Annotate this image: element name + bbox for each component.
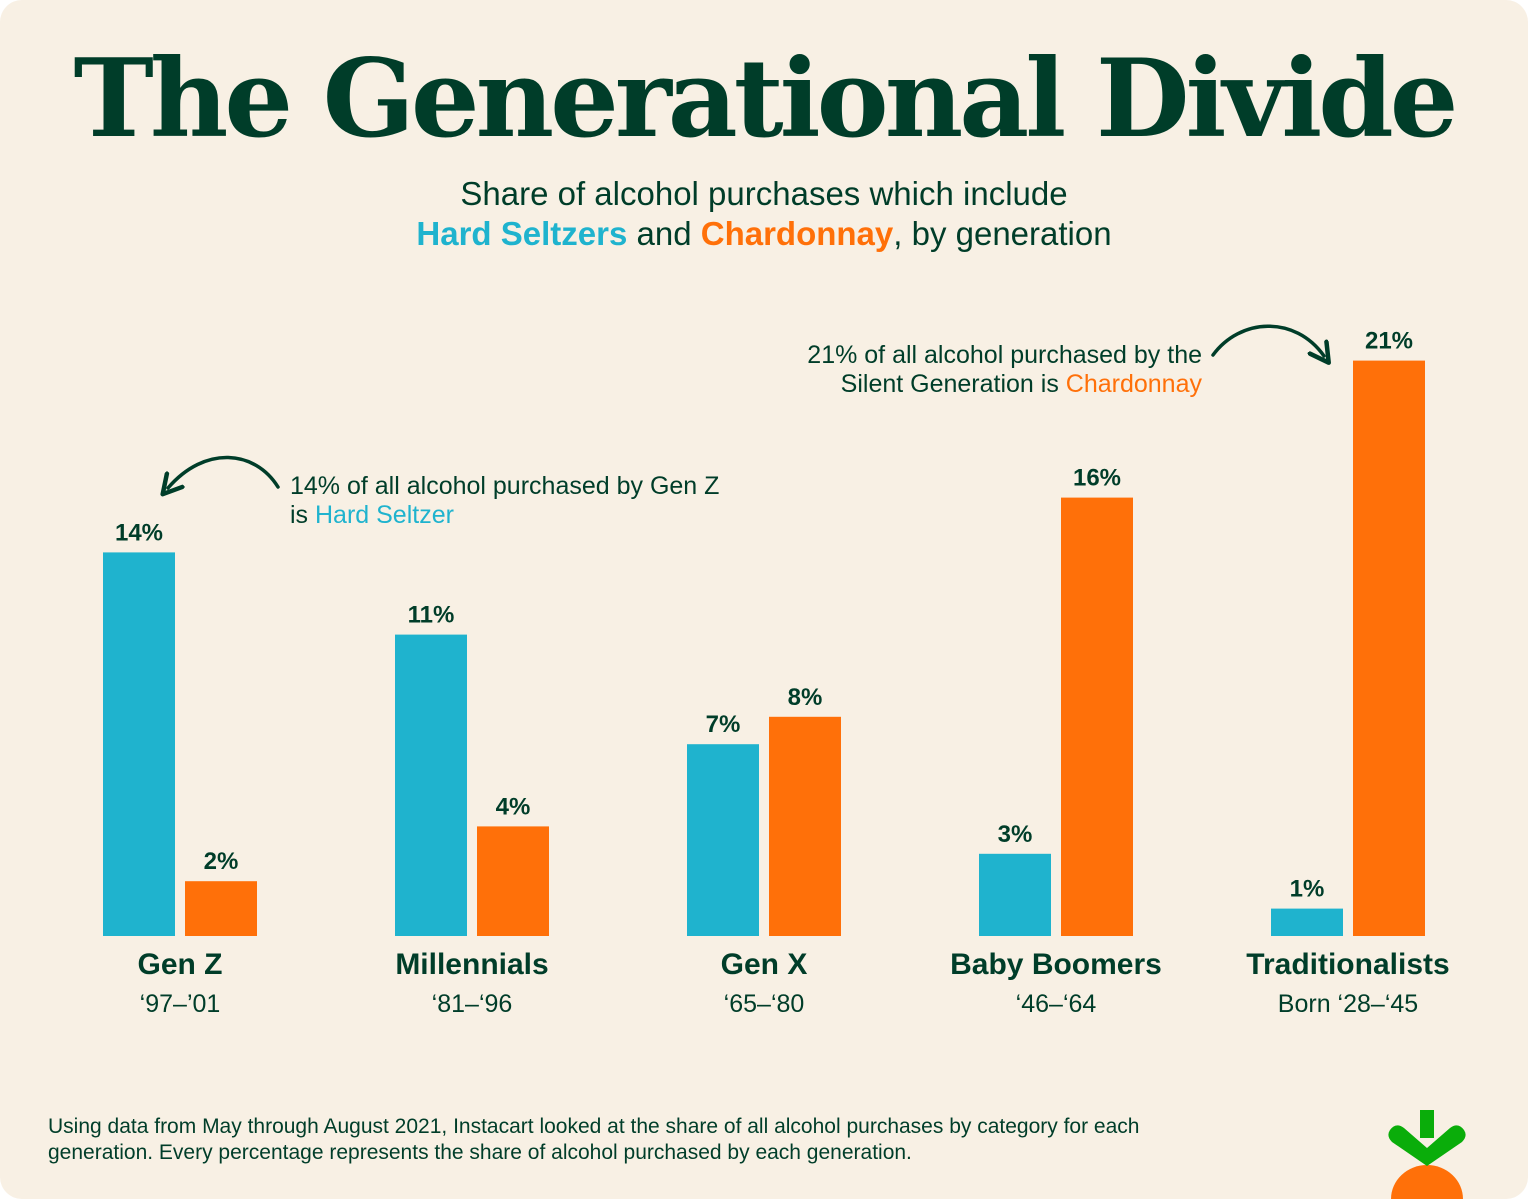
subtitle-line-2: Hard Seltzers and Chardonnay, by generat…	[0, 214, 1528, 254]
bar-chardonnay-millennials	[477, 826, 549, 936]
carrot-logo-icon	[1388, 1110, 1466, 1199]
category-label-millennials: Millennials	[395, 948, 548, 981]
bar-chardonnay-traditionalists	[1353, 360, 1425, 937]
bar-chardonnay-baby-boomers	[1061, 497, 1133, 936]
data-label-chardonnay-millennials: 4%	[496, 793, 531, 820]
subtitle-connector: and	[627, 215, 701, 252]
legend-chardonnay: Chardonnay	[700, 215, 894, 252]
bar-hard-seltzers-gen-z	[103, 552, 175, 936]
annotation-silent-generation: 21% of all alcohol purchased by the Sile…	[700, 341, 1202, 399]
data-label-chardonnay-traditionalists: 21%	[1365, 328, 1413, 355]
curved-arrow-icon	[168, 455, 280, 488]
annotation-silent-line-1: 21% of all alcohol purchased by the	[807, 341, 1202, 369]
category-years-gen-x: ‘65–‘80	[724, 990, 805, 1018]
bar-hard-seltzers-millennials	[395, 634, 467, 936]
data-label-chardonnay-gen-x: 8%	[788, 684, 823, 711]
category-label-traditionalists: Traditionalists	[1246, 948, 1449, 981]
subtitle-line-1: Share of alcohol purchases which include	[460, 175, 1068, 212]
curved-arrow-icon	[1211, 324, 1324, 356]
annotation-gen-z-line-2: is Hard Seltzer	[290, 501, 719, 530]
data-label-hard-seltzers-gen-z: 14%	[115, 519, 163, 546]
data-label-hard-seltzers-gen-x: 7%	[706, 711, 741, 738]
category-years-baby-boomers: ‘46–‘64	[1016, 990, 1097, 1018]
category-years-millennials: ‘81–‘96	[432, 990, 513, 1018]
bar-hard-seltzers-gen-x	[687, 744, 759, 936]
category-years-gen-z: ‘97–’01	[140, 990, 221, 1018]
annotation-silent-prefix: Silent Generation is	[840, 370, 1066, 398]
annotation-gen-z: 14% of all alcohol purchased by Gen Z is…	[290, 472, 719, 530]
data-label-chardonnay-gen-z: 2%	[204, 848, 239, 875]
bar-chardonnay-gen-x	[769, 716, 841, 936]
bar-hard-seltzers-traditionalists	[1271, 908, 1343, 936]
data-label-hard-seltzers-traditionalists: 1%	[1290, 876, 1325, 903]
category-years-traditionalists: Born ‘28–‘45	[1278, 990, 1418, 1018]
category-label-gen-z: Gen Z	[137, 948, 222, 981]
page-title: The Generational Divide	[73, 36, 1458, 162]
annotation-gen-z-highlight: Hard Seltzer	[315, 501, 454, 529]
annotation-gen-z-line-1: 14% of all alcohol purchased by Gen Z	[290, 472, 720, 500]
bar-group: 14% 2% Gen Z ‘97–’01 11% 4% Millennials ‘81–‘96…	[103, 328, 1450, 1018]
annotation-gen-z-prefix: is	[290, 501, 315, 529]
data-label-hard-seltzers-baby-boomers: 3%	[998, 821, 1033, 848]
category-label-gen-x: Gen X	[721, 948, 808, 981]
footnote: Using data from May through August 2021,…	[48, 1115, 1140, 1164]
annotation-silent-line-2: Silent Generation is Chardonnay	[700, 370, 1202, 399]
chart-subtitle: Share of alcohol purchases which include…	[0, 174, 1528, 254]
data-label-hard-seltzers-millennials: 11%	[408, 602, 455, 629]
bar-hard-seltzers-baby-boomers	[979, 853, 1051, 936]
category-label-baby-boomers: Baby Boomers	[950, 948, 1162, 981]
data-label-chardonnay-baby-boomers: 16%	[1073, 465, 1121, 492]
legend-hard-seltzers: Hard Seltzers	[416, 215, 628, 252]
bar-chardonnay-gen-z	[185, 881, 257, 936]
annotation-silent-highlight: Chardonnay	[1065, 370, 1202, 398]
subtitle-tail: , by generation	[893, 215, 1112, 252]
